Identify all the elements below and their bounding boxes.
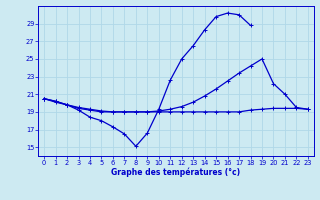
X-axis label: Graphe des températures (°c): Graphe des températures (°c) [111,168,241,177]
